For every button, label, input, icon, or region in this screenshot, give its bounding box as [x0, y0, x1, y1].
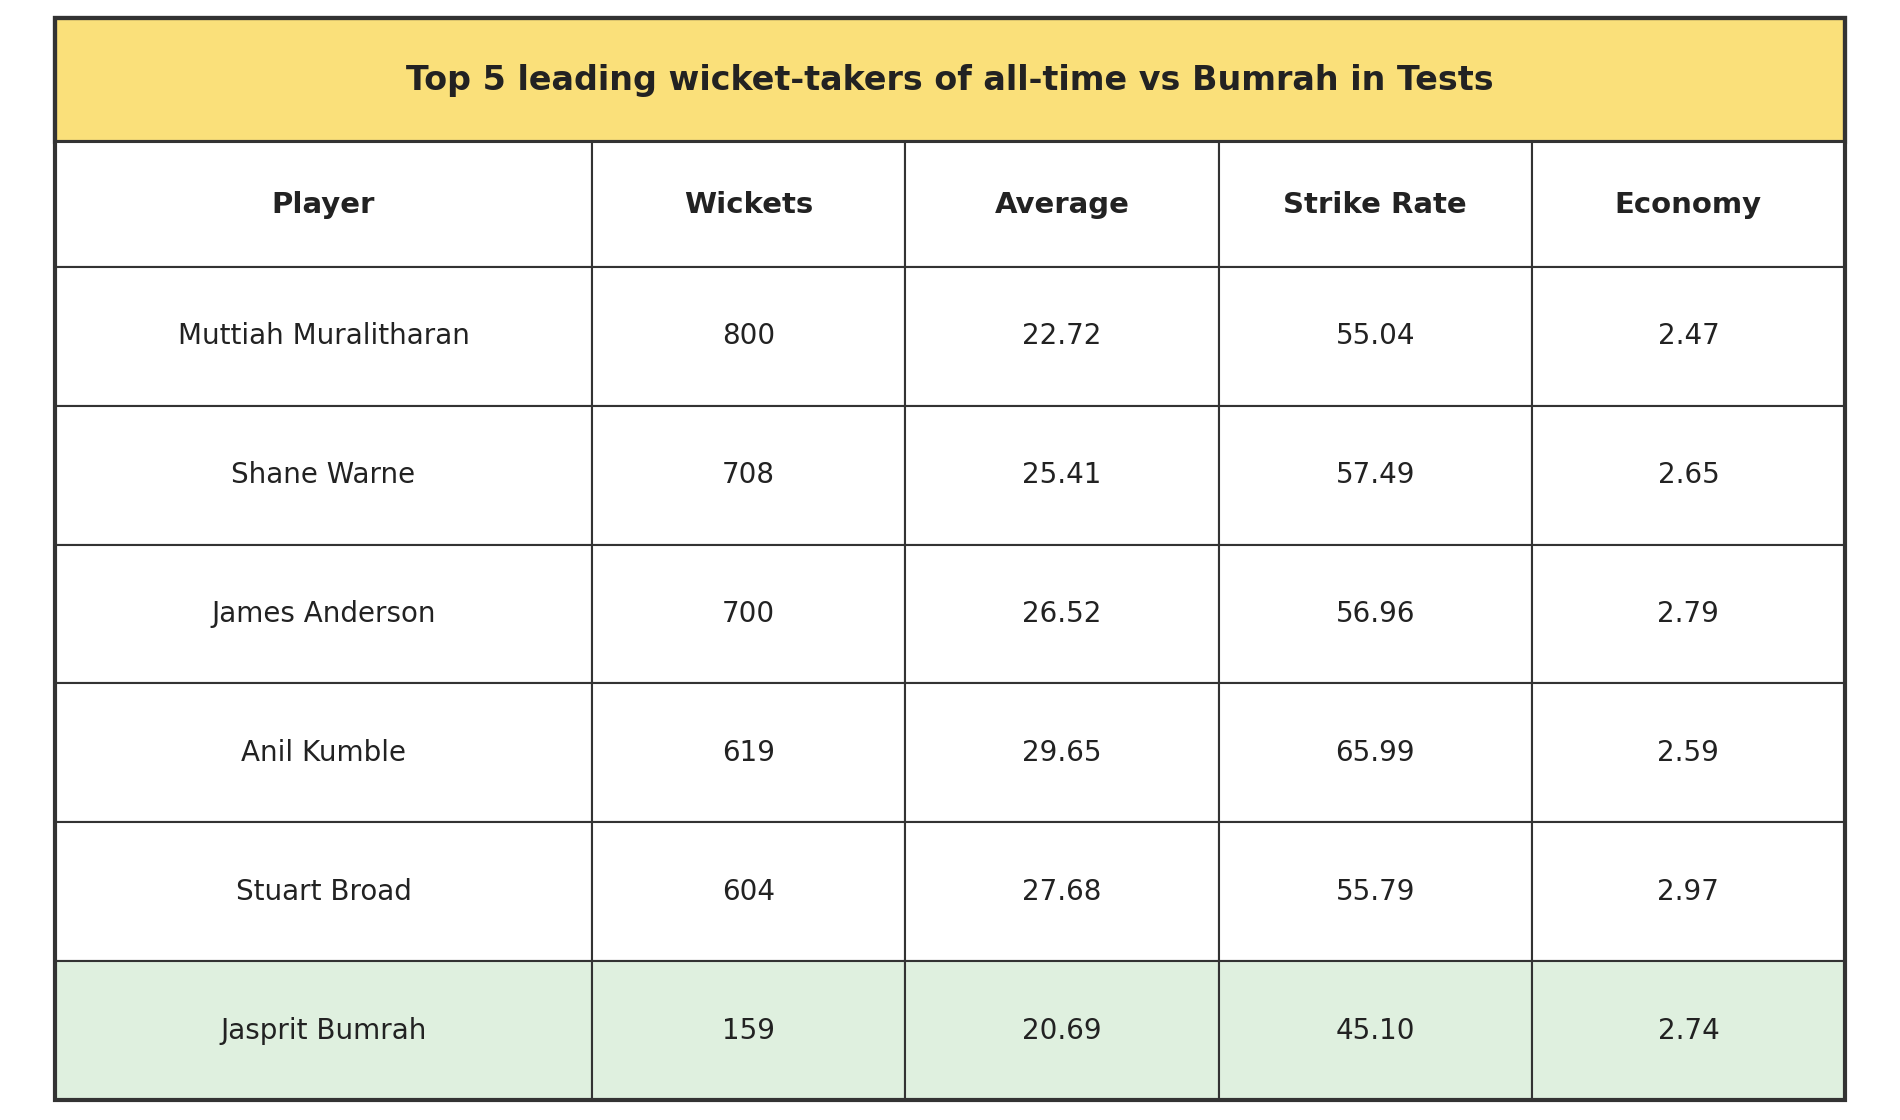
Bar [1531, 544, 1845, 683]
Text: 619: 619 [722, 739, 775, 767]
Text: 65.99: 65.99 [1336, 739, 1416, 767]
Bar [55, 683, 593, 822]
Text: James Anderson: James Anderson [211, 600, 435, 628]
Bar [593, 544, 904, 683]
Text: 29.65: 29.65 [1022, 739, 1102, 767]
Text: 2.97: 2.97 [1657, 878, 1720, 906]
Text: 20.69: 20.69 [1022, 1017, 1102, 1045]
Bar [1531, 405, 1845, 544]
Text: 57.49: 57.49 [1336, 461, 1416, 489]
Bar [1531, 822, 1845, 961]
Text: Shane Warne: Shane Warne [232, 461, 416, 489]
Bar [1218, 683, 1531, 822]
Text: Muttiah Muralitharan: Muttiah Muralitharan [177, 323, 469, 351]
Bar [593, 961, 904, 1100]
Bar [1218, 544, 1531, 683]
Bar [593, 267, 904, 405]
Bar [904, 683, 1218, 822]
Bar [593, 142, 904, 267]
Bar [55, 142, 593, 267]
Text: 708: 708 [722, 461, 775, 489]
Text: 604: 604 [722, 878, 775, 906]
Bar [1218, 961, 1531, 1100]
Text: Wickets: Wickets [684, 190, 813, 218]
Bar [55, 18, 1845, 142]
Text: Player: Player [272, 190, 374, 218]
Text: 55.04: 55.04 [1336, 323, 1416, 351]
Text: 2.74: 2.74 [1657, 1017, 1720, 1045]
Text: Economy: Economy [1615, 190, 1761, 218]
Text: 159: 159 [722, 1017, 775, 1045]
Text: 2.59: 2.59 [1657, 739, 1720, 767]
Bar [55, 822, 593, 961]
Text: 45.10: 45.10 [1336, 1017, 1416, 1045]
Bar [904, 142, 1218, 267]
Bar [593, 822, 904, 961]
Text: 26.52: 26.52 [1022, 600, 1102, 628]
Text: 2.79: 2.79 [1657, 600, 1720, 628]
Text: 56.96: 56.96 [1336, 600, 1416, 628]
Bar [904, 267, 1218, 405]
Text: 2.47: 2.47 [1657, 323, 1720, 351]
Bar [55, 405, 593, 544]
Text: 27.68: 27.68 [1022, 878, 1102, 906]
Text: Anil Kumble: Anil Kumble [241, 739, 407, 767]
Text: 55.79: 55.79 [1336, 878, 1416, 906]
Bar [1531, 961, 1845, 1100]
Text: Strike Rate: Strike Rate [1282, 190, 1467, 218]
Bar [55, 267, 593, 405]
Bar [904, 405, 1218, 544]
Bar [1531, 267, 1845, 405]
Text: Jasprit Bumrah: Jasprit Bumrah [220, 1017, 428, 1045]
Text: Average: Average [994, 190, 1129, 218]
Text: 22.72: 22.72 [1022, 323, 1102, 351]
Text: Stuart Broad: Stuart Broad [236, 878, 412, 906]
Bar [1218, 142, 1531, 267]
Bar [593, 683, 904, 822]
Bar [1218, 822, 1531, 961]
Text: 800: 800 [722, 323, 775, 351]
Bar [904, 961, 1218, 1100]
Bar [1531, 683, 1845, 822]
Bar [55, 544, 593, 683]
Text: 25.41: 25.41 [1022, 461, 1102, 489]
Bar [904, 822, 1218, 961]
Text: Top 5 leading wicket-takers of all-time vs Bumrah in Tests: Top 5 leading wicket-takers of all-time … [407, 64, 1493, 96]
Bar [1218, 267, 1531, 405]
Bar [904, 544, 1218, 683]
Bar [1218, 405, 1531, 544]
Text: 2.65: 2.65 [1657, 461, 1720, 489]
Bar [593, 405, 904, 544]
Bar [1531, 142, 1845, 267]
Text: 700: 700 [722, 600, 775, 628]
Bar [55, 961, 593, 1100]
